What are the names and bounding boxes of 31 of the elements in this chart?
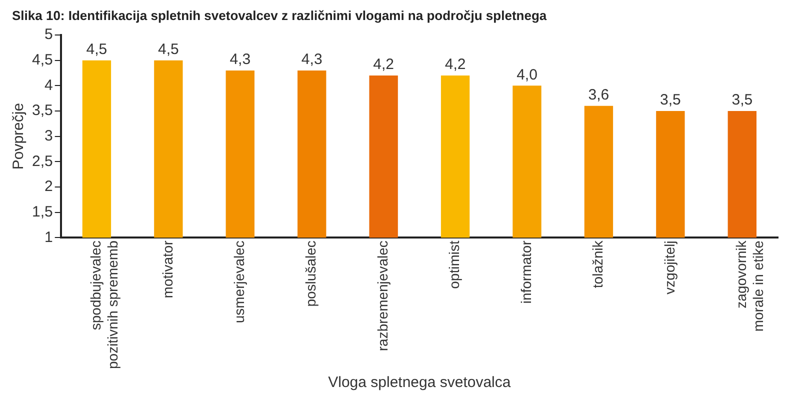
x-tick-label: tolažnik bbox=[590, 240, 606, 288]
data-label: 4,5 bbox=[86, 40, 108, 58]
x-axis-title: Vloga spletnega svetovalca bbox=[328, 374, 512, 392]
data-label: 4,5 bbox=[158, 40, 179, 58]
chart-title: Slika 10: Identifikacija spletnih svetovalcev z različnimi vlogami na področju spletnega bbox=[11, 8, 548, 24]
x-tick-label: motivator bbox=[159, 240, 176, 298]
data-label: 4,2 bbox=[373, 56, 394, 74]
y-tick-label: 4 bbox=[44, 76, 53, 94]
x-tick-label: informator bbox=[518, 240, 534, 304]
x-tick-label: optimist bbox=[446, 240, 462, 289]
y-tick-label: 1 bbox=[44, 228, 53, 246]
data-label: 3,6 bbox=[588, 86, 610, 104]
y-tick-label: 2 bbox=[44, 178, 53, 196]
data-label: 4,3 bbox=[230, 51, 251, 68]
y-tick-label: 1,5 bbox=[32, 203, 53, 220]
x-tick-label: vzgojitelj bbox=[661, 240, 678, 294]
y-axis-title: Povprečje bbox=[10, 102, 28, 170]
data-label: 4,0 bbox=[516, 66, 538, 84]
data-label: 4,3 bbox=[301, 51, 322, 68]
x-tick-label: razbremenjevalec bbox=[374, 240, 390, 352]
y-tick-label: 3,5 bbox=[32, 102, 53, 120]
data-label: 3,5 bbox=[660, 92, 681, 109]
data-label: 3,5 bbox=[732, 92, 753, 109]
y-tick-label: 4,5 bbox=[32, 51, 53, 68]
y-tick-label: 2,5 bbox=[32, 152, 53, 170]
x-tick-label: poslušalec bbox=[302, 240, 319, 307]
x-tick-label: usmerjevalec bbox=[231, 240, 247, 324]
data-label: 4,2 bbox=[444, 56, 466, 74]
x-tick-label: spodbujevalec pozitivnih sprememb bbox=[88, 240, 120, 370]
y-tick-label: 3 bbox=[44, 127, 53, 144]
y-tick-label: 5 bbox=[44, 26, 53, 44]
